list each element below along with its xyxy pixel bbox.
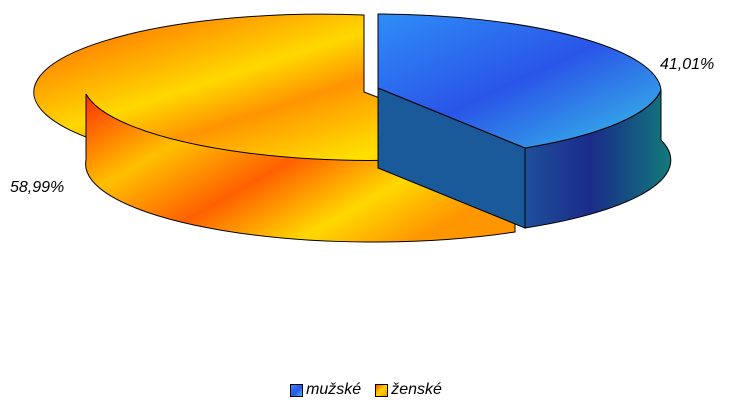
legend-swatch-zenske <box>375 383 389 397</box>
slice-zenske-front <box>85 92 516 243</box>
legend-item-muzske: mužské <box>290 381 361 399</box>
slice-muzske-top-arc <box>377 13 662 149</box>
slice-label-zenske: 58,99% <box>10 179 64 196</box>
legend-label-muzske: mužské <box>306 381 362 398</box>
legend: mužské ženské <box>0 381 732 399</box>
pie-slice-muzske <box>377 13 672 229</box>
legend-label-zenske: ženské <box>391 381 442 398</box>
legend-item-zenske: ženské <box>375 381 442 399</box>
slice-label-muzske: 41,01% <box>660 56 714 73</box>
legend-swatch-muzske <box>290 383 304 397</box>
